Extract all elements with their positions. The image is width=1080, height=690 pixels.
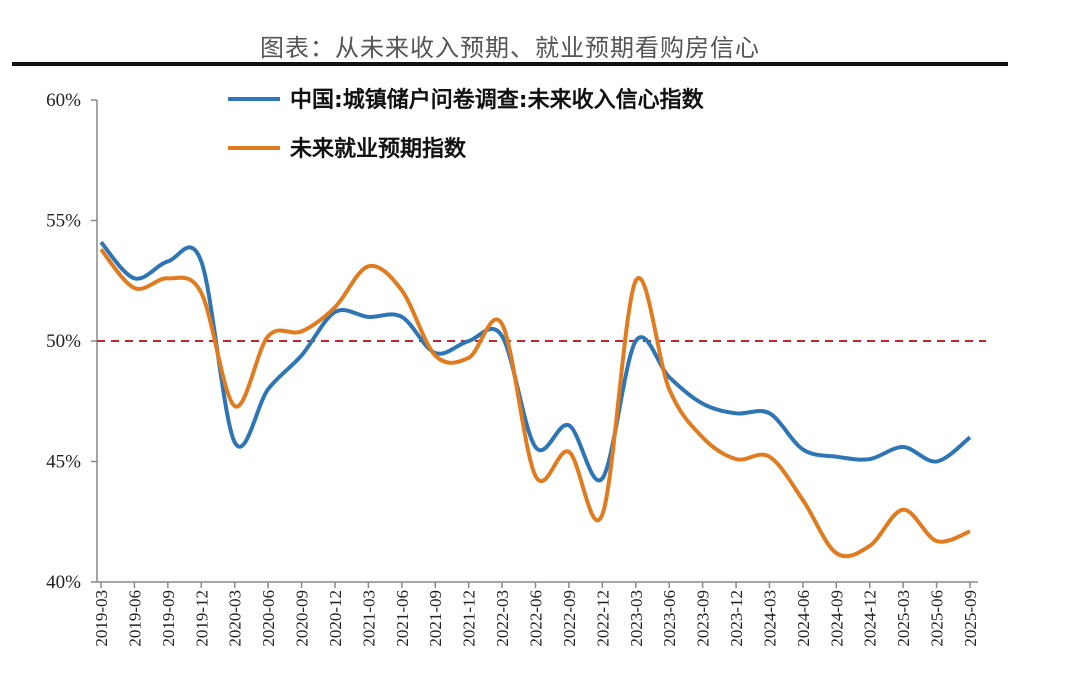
x-tick-label: 2024-12 [861, 590, 880, 647]
x-tick-label: 2023-06 [660, 590, 679, 647]
series-line-income [99, 240, 972, 483]
x-tick-label: 2025-06 [928, 590, 947, 647]
x-tick-label: 2024-03 [760, 590, 779, 647]
x-tick-label: 2023-12 [727, 590, 746, 647]
legend-label-employment: 未来就业预期指数 [290, 136, 467, 162]
x-tick-label: 2019-03 [92, 590, 111, 647]
x-tick-label: 2025-09 [961, 590, 980, 647]
chart-title: 图表：从未来收入预期、就业预期看购房信心 [260, 34, 760, 62]
y-tick-label: 55% [46, 211, 81, 232]
x-tick-label: 2020-09 [293, 590, 312, 647]
x-tick-label: 2021-06 [393, 590, 412, 647]
x-tick-label: 2022-03 [493, 590, 512, 647]
x-tick-label: 2021-09 [426, 590, 445, 647]
x-tick-label: 2025-03 [894, 590, 913, 647]
title-rule [12, 62, 1008, 66]
x-tick-label: 2024-09 [827, 590, 846, 647]
x-tick-label: 2020-03 [226, 590, 245, 647]
y-tick-label: 45% [46, 452, 81, 473]
x-tick-label: 2019-12 [192, 590, 211, 647]
y-tick-label: 40% [46, 572, 81, 593]
series-line-employment [99, 248, 971, 559]
y-tick-label: 60% [46, 90, 81, 111]
x-tick-label: 2021-12 [460, 590, 479, 647]
x-tick-label: 2021-03 [359, 590, 378, 647]
x-tick-label: 2024-06 [794, 590, 813, 647]
x-tick-label: 2020-06 [259, 590, 278, 647]
x-tick-label: 2022-06 [527, 590, 546, 647]
x-tick-label: 2019-06 [125, 590, 144, 647]
y-tick-label: 50% [46, 331, 81, 352]
x-tick-label: 2022-12 [593, 590, 612, 647]
x-tick-label: 2023-03 [627, 590, 646, 647]
x-tick-label: 2022-09 [560, 590, 579, 647]
x-tick-label: 2019-09 [159, 590, 178, 647]
x-tick-label: 2023-09 [694, 590, 713, 647]
x-tick-label: 2020-12 [326, 590, 345, 647]
legend-label-income: 中国:城镇储户问卷调查:未来收入信心指数 [290, 87, 705, 113]
